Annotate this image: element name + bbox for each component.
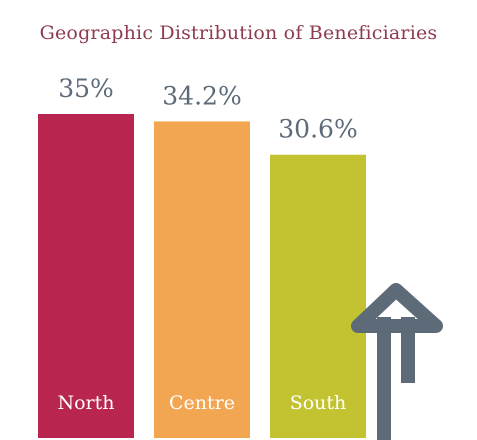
up-arrow-icon [351,283,443,440]
value-label: 34.2% [162,81,241,110]
value-label: 30.6% [278,115,357,144]
bar-group-centre: 34.2% Centre [154,81,250,439]
category-label: Centre [169,392,235,414]
chart-title: Geographic Distribution of Beneficiaries [39,22,438,44]
bar-north [38,114,134,438]
bar-group-south: 30.6% South [270,115,366,438]
category-label: North [57,392,114,414]
category-label: South [290,392,347,414]
value-label: 35% [58,74,114,103]
bar-south [270,154,366,438]
bar-group-north: 35% North [38,74,134,438]
bars-layer: 35% North 34.2% Centre 30.6% South [38,74,366,439]
bar-centre [154,121,250,439]
